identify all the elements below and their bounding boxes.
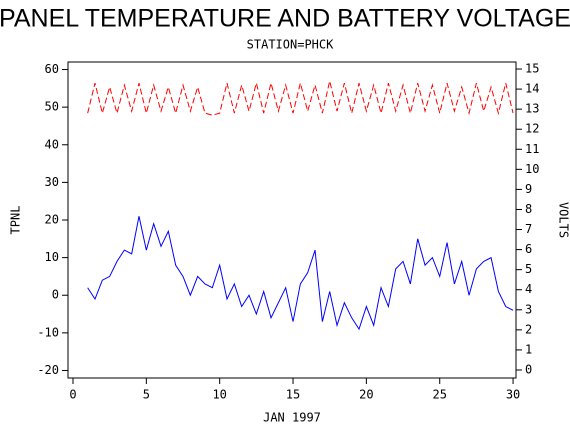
y-axis-label: TPNL bbox=[9, 206, 23, 235]
y-tick-label: 10 bbox=[45, 250, 59, 264]
y2-tick-label: 4 bbox=[525, 282, 532, 296]
y-tick-label: 30 bbox=[45, 175, 59, 189]
y2-tick-label: 15 bbox=[525, 62, 539, 76]
x-axis-label: JAN 1997 bbox=[263, 411, 321, 425]
y-tick-label: 40 bbox=[45, 137, 59, 151]
chart-title: PANEL TEMPERATURE AND BATTERY VOLTAGE bbox=[0, 5, 570, 33]
y2-tick-label: 12 bbox=[525, 122, 539, 136]
y2-tick-label: 3 bbox=[525, 302, 532, 316]
y-tick-label: 50 bbox=[45, 100, 59, 114]
y2-tick-label: 14 bbox=[525, 82, 539, 96]
y2-tick-label: 5 bbox=[525, 262, 532, 276]
y2-tick-label: 10 bbox=[525, 162, 539, 176]
x-tick-label: 10 bbox=[212, 388, 226, 402]
y2-tick-label: 7 bbox=[525, 222, 532, 236]
y-tick-label: -20 bbox=[37, 363, 59, 377]
y2-tick-label: 8 bbox=[525, 202, 532, 216]
y-tick-label: 20 bbox=[45, 213, 59, 227]
chart-subtitle: STATION=PHCK bbox=[247, 38, 334, 52]
y2-tick-label: 11 bbox=[525, 142, 539, 156]
x-tick-label: 5 bbox=[143, 388, 150, 402]
x-tick-label: 25 bbox=[432, 388, 446, 402]
x-tick-label: 30 bbox=[506, 388, 520, 402]
plot-frame bbox=[67, 61, 517, 379]
y2-tick-label: 1 bbox=[525, 342, 532, 356]
series-line bbox=[87, 80, 514, 116]
y2-tick-label: 2 bbox=[525, 322, 532, 336]
y2-tick-label: 9 bbox=[525, 182, 532, 196]
series-line bbox=[87, 216, 514, 331]
y2-tick-label: 6 bbox=[525, 242, 532, 256]
y2-axis-label: VOLTS bbox=[557, 202, 570, 238]
x-tick-label: 20 bbox=[359, 388, 373, 402]
y2-tick-label: 0 bbox=[525, 362, 532, 376]
y-tick-label: -10 bbox=[37, 325, 59, 339]
y2-tick-label: 13 bbox=[525, 102, 539, 116]
y-tick-label: 60 bbox=[45, 62, 59, 76]
x-tick-label: 0 bbox=[69, 388, 76, 402]
y-tick-label: 0 bbox=[52, 288, 59, 302]
x-tick-label: 15 bbox=[286, 388, 300, 402]
